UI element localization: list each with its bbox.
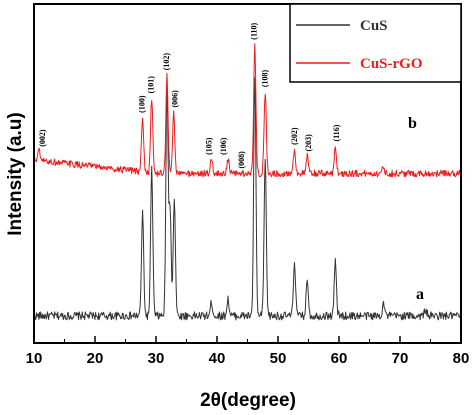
peak-label-202: (202) bbox=[290, 127, 299, 145]
peak-label-116: (116) bbox=[332, 124, 341, 141]
series-layer bbox=[33, 43, 462, 321]
peak-label-006: (006) bbox=[170, 90, 179, 108]
peak-label-106: (106) bbox=[219, 137, 228, 155]
peak-label-100: (100) bbox=[137, 95, 146, 113]
peak-label-110: (110) bbox=[250, 22, 259, 39]
peak-label-203: (203) bbox=[304, 134, 313, 152]
peak-label-105: (105) bbox=[205, 137, 214, 155]
peak-label-002: (002) bbox=[38, 129, 47, 147]
y-axis-title: Intensity (a.u) bbox=[5, 112, 26, 236]
legend-label-cus: CuS bbox=[360, 18, 388, 34]
peak-label-108: (108) bbox=[261, 69, 270, 87]
x-tick-label-50: 50 bbox=[270, 350, 287, 367]
peak-label-008: (008) bbox=[237, 151, 246, 169]
legend-box bbox=[289, 3, 462, 83]
series-line-cus-rgo bbox=[33, 43, 462, 178]
legend: CuS CuS-rGO bbox=[289, 3, 462, 83]
x-tick-label-40: 40 bbox=[209, 350, 226, 367]
x-tick-label-20: 20 bbox=[87, 350, 104, 367]
x-tick-label-10: 10 bbox=[26, 350, 43, 367]
x-axis-title: 2θ(degree) bbox=[200, 390, 296, 411]
peak-label-101: (101) bbox=[147, 76, 156, 94]
x-tick-label-60: 60 bbox=[331, 350, 348, 367]
curve-label-b: b bbox=[408, 115, 417, 132]
series-line-cus bbox=[33, 77, 462, 321]
x-tick-label-70: 70 bbox=[392, 350, 409, 367]
x-axis: 10 20 30 40 50 60 70 80 bbox=[26, 336, 470, 367]
legend-label-cus-rgo: CuS-rGO bbox=[360, 56, 423, 72]
peak-annotations: (002) (100)(101) (102) (006) (105) (106) (008)… bbox=[38, 22, 341, 168]
x-tick-label-30: 30 bbox=[148, 350, 165, 367]
x-tick-label-80: 80 bbox=[453, 350, 470, 367]
curve-label-a: a bbox=[416, 286, 424, 303]
peak-label-102: (102) bbox=[162, 53, 171, 71]
